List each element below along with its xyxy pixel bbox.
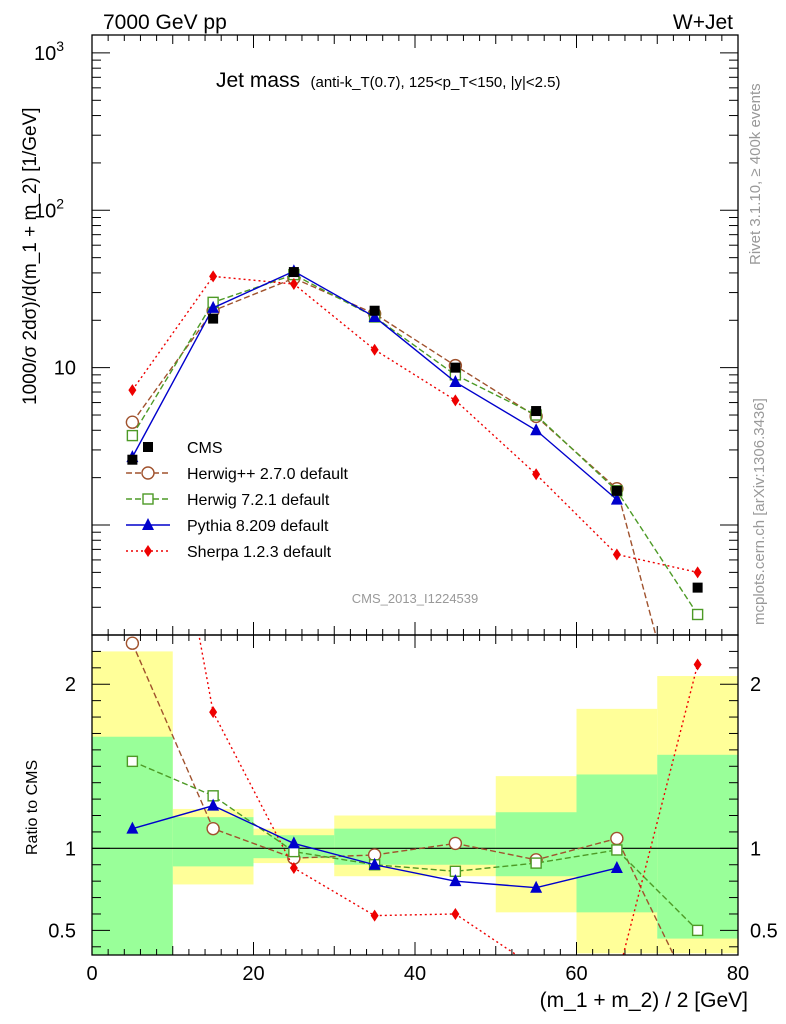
- series-point-ratio: [206, 821, 220, 836]
- x-tick-label: 40: [404, 963, 426, 985]
- series-point-ratio: [610, 861, 623, 874]
- legend: CMS Herwig++ 2.7.0 default Herwig 7.2.1 de…: [126, 440, 349, 561]
- y-tick-label-bottom-right: 1: [750, 838, 761, 860]
- series-point-top: [611, 485, 622, 496]
- series-point-ratio: [532, 962, 540, 974]
- series-point-ratio: [209, 706, 218, 719]
- series-point-top: [451, 394, 460, 407]
- y-tick-label-bottom-right: 0.5: [750, 920, 778, 942]
- x-tick-label: 0: [86, 963, 97, 985]
- series-point-ratio: [289, 862, 298, 875]
- cms-uncertainty-bands: [92, 651, 738, 955]
- series-point-top: [612, 548, 621, 561]
- series-point-top: [369, 305, 380, 316]
- legend-marker: [143, 442, 153, 452]
- series-point-top: [610, 492, 623, 505]
- legend-label: Herwig 7.2.1 default: [187, 492, 330, 509]
- series-point-top: [530, 423, 543, 436]
- series-point-top: [449, 375, 462, 388]
- x-tick-label: 60: [565, 963, 587, 985]
- axis-ticks: 0 20 40 60 80 10 102 103 0.5 0.5 1 1 2 2: [34, 35, 778, 985]
- legend-label: Herwig++ 2.7.0 default: [187, 466, 349, 483]
- series-point-ratio: [207, 798, 220, 811]
- series-point-top: [128, 384, 137, 397]
- series-point-top: [532, 468, 541, 481]
- series-point-ratio: [287, 836, 300, 849]
- series-point-ratio: [368, 857, 381, 870]
- band-green: [92, 736, 173, 955]
- y-tick-label-top: 103: [34, 38, 64, 65]
- series-point-ratio: [126, 821, 139, 834]
- series-point-ratio: [613, 974, 621, 986]
- series-point-top: [693, 566, 702, 579]
- ratio-band-group: [92, 651, 738, 955]
- title-sub: (anti-k_T(0.7), 125<p_T<150, |y|<2.5): [310, 74, 560, 91]
- legend-label: Pythia 8.209 default: [187, 518, 329, 535]
- series-point-top: [368, 309, 381, 322]
- top-panel-series: [125, 264, 704, 635]
- legend-marker: [142, 518, 154, 530]
- series-point-top: [127, 454, 138, 465]
- rivet-label: Rivet 3.1.10, ≥ 400k events: [747, 83, 764, 265]
- legend-marker: [142, 493, 154, 505]
- y-tick-label-bottom: 2: [65, 674, 76, 696]
- y-tick-label-bottom: 1: [65, 838, 76, 860]
- series-line-ratio: [132, 760, 699, 931]
- x-tick-label: 80: [727, 963, 749, 985]
- series-point-ratio: [126, 755, 139, 768]
- series-point-top: [288, 267, 299, 278]
- series-point-ratio: [611, 844, 623, 856]
- x-axis-label: (m_1 + m_2) / 2 [GeV]: [540, 989, 748, 1012]
- series-line-top: [131, 277, 657, 635]
- series-line-ratio: [198, 635, 699, 955]
- series-point-ratio: [128, 268, 136, 280]
- series-point-top: [531, 406, 542, 417]
- series-point-ratio: [451, 907, 460, 920]
- y-tick-label-bottom-right: 2: [750, 674, 761, 696]
- legend-label: Sherpa 1.2.3 default: [187, 544, 332, 561]
- series-point-top: [691, 608, 704, 621]
- series-point-top: [289, 278, 298, 291]
- mcplots-label: mcplots.cern.ch [arXiv:1306.3436]: [751, 398, 768, 625]
- series-point-ratio: [449, 874, 462, 887]
- series-line-ratio: [131, 642, 675, 955]
- title-main: Jet mass: [216, 69, 300, 92]
- series-point-ratio: [530, 880, 543, 893]
- series-point-top: [126, 429, 139, 442]
- series-point-top: [370, 343, 379, 356]
- data-series: [125, 264, 704, 986]
- series-point-ratio: [448, 836, 463, 851]
- series-point-ratio: [693, 658, 702, 671]
- y-tick-label-top: 102: [34, 195, 64, 222]
- series-point-ratio: [125, 636, 140, 650]
- analysis-id: CMS_2013_I1224539: [352, 591, 479, 606]
- series-point-top: [125, 415, 140, 429]
- series-point-ratio: [370, 909, 379, 922]
- ratio-panel-frame: [91, 634, 739, 956]
- series-point-top: [450, 362, 461, 373]
- y-tick-label-top: 10: [54, 358, 76, 380]
- legend-marker: [144, 545, 152, 557]
- series-point-top: [209, 270, 218, 283]
- ratio-panel-series: [125, 268, 704, 986]
- legend-marker: [141, 466, 155, 480]
- series-point-ratio: [691, 924, 704, 937]
- series-point-top: [692, 582, 703, 593]
- legend-label: CMS: [187, 440, 223, 457]
- series-point-ratio: [530, 857, 542, 869]
- series-point-top: [207, 300, 220, 313]
- series-point-ratio: [610, 831, 624, 846]
- series-line-top: [131, 273, 699, 615]
- header-right: W+Jet: [673, 11, 733, 34]
- series-point-top: [208, 313, 219, 324]
- band-green: [657, 754, 738, 939]
- chart-title: Jet mass (anti-k_T(0.7), 125<p_T<150, |y…: [216, 69, 561, 92]
- y-tick-label-bottom: 0.5: [48, 920, 76, 942]
- x-tick-label: 20: [242, 963, 264, 985]
- y-axis-label-bottom: Ratio to CMS: [24, 760, 41, 855]
- header-left: 7000 GeV pp: [103, 11, 227, 34]
- y-axis-label-top: 1000/σ 2dσ)/d(m_1 + m_2) [1/GeV]: [20, 107, 41, 405]
